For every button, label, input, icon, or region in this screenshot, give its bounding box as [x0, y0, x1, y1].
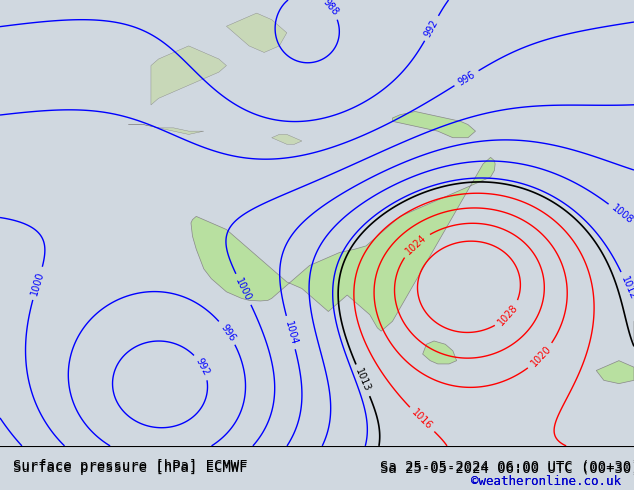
Text: Surface pressure [hPa] ECMWF: Surface pressure [hPa] ECMWF — [13, 459, 247, 473]
Text: Surface pressure [hPa] ECMWF: Surface pressure [hPa] ECMWF — [13, 462, 247, 475]
Text: Sa 25-05-2024 06:00 UTC (00+30): Sa 25-05-2024 06:00 UTC (00+30) — [380, 459, 634, 473]
Text: 1000: 1000 — [233, 276, 254, 302]
Text: 996: 996 — [456, 69, 477, 87]
Text: 1013: 1013 — [353, 367, 372, 393]
Text: 1000: 1000 — [29, 270, 46, 296]
Polygon shape — [128, 124, 204, 134]
Polygon shape — [392, 112, 476, 138]
Text: 1008: 1008 — [609, 203, 634, 226]
Polygon shape — [226, 13, 287, 52]
Text: 996: 996 — [218, 322, 237, 343]
Text: 1028: 1028 — [496, 302, 521, 327]
Polygon shape — [272, 134, 302, 144]
Text: 1012: 1012 — [619, 274, 634, 301]
Text: ©weatheronline.co.uk: ©weatheronline.co.uk — [471, 475, 621, 488]
Polygon shape — [191, 157, 495, 331]
Text: 1024: 1024 — [403, 233, 429, 257]
Text: 992: 992 — [423, 18, 441, 39]
Polygon shape — [151, 46, 226, 105]
Text: Sa 25-05-2024 06:00 UTC (00+30): Sa 25-05-2024 06:00 UTC (00+30) — [380, 462, 634, 475]
Text: 1020: 1020 — [529, 344, 553, 369]
Polygon shape — [423, 341, 456, 364]
Text: 988: 988 — [320, 0, 340, 18]
Text: 1004: 1004 — [283, 319, 299, 345]
Text: 1016: 1016 — [410, 407, 434, 432]
Text: 992: 992 — [194, 356, 211, 377]
Polygon shape — [596, 361, 634, 384]
Text: ©weatheronline.co.uk: ©weatheronline.co.uk — [471, 475, 621, 488]
